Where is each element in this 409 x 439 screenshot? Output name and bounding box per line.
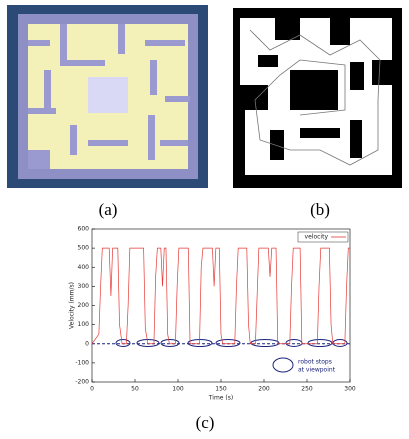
shape xyxy=(60,24,67,64)
x-tick-label: 300 xyxy=(344,386,356,393)
y-tick-label: 600 xyxy=(78,226,90,233)
shape xyxy=(258,55,278,67)
y-tick-label: 0 xyxy=(85,340,89,347)
x-tick-label: 50 xyxy=(131,386,139,393)
shape xyxy=(28,108,56,114)
shape xyxy=(88,140,128,146)
shape xyxy=(145,40,185,46)
maze-render xyxy=(7,5,208,188)
shape xyxy=(188,340,212,347)
shape xyxy=(118,24,125,54)
shape xyxy=(273,358,293,372)
y-tick-label: 300 xyxy=(78,283,90,290)
shape xyxy=(165,96,190,102)
line-series xyxy=(92,248,350,344)
shape xyxy=(161,340,179,347)
figure: (a) (b) (c) -200 -100 0 100 200 300 400 500 600 0… xyxy=(0,0,409,439)
y-tick-label: -200 xyxy=(75,379,89,386)
shape xyxy=(300,128,340,138)
legend-label: velocity xyxy=(305,234,329,241)
shape xyxy=(160,140,188,146)
shape xyxy=(44,70,51,110)
shape xyxy=(150,60,157,95)
shape xyxy=(70,125,77,155)
y-tick-label: 500 xyxy=(78,245,90,252)
annotation: at viewpoint xyxy=(298,367,336,374)
y-tick-label: 200 xyxy=(78,302,90,309)
shape xyxy=(286,340,302,347)
y-tick-label: -100 xyxy=(75,359,89,366)
shape xyxy=(270,130,284,160)
shape xyxy=(88,77,128,113)
shape xyxy=(350,62,364,90)
annotation: robot stops xyxy=(298,359,332,366)
shape xyxy=(216,340,240,347)
caption: (b) xyxy=(310,200,330,219)
x-tick-label: 150 xyxy=(215,386,227,393)
caption: (a) xyxy=(99,200,118,219)
caption: (c) xyxy=(196,413,215,432)
shape xyxy=(28,40,50,46)
x-tick-label: 100 xyxy=(172,386,184,393)
y-tick-label: 100 xyxy=(78,321,90,328)
x-tick-label: 200 xyxy=(258,386,270,393)
x-tick-label: 0 xyxy=(90,386,94,393)
y-tick-label: 400 xyxy=(78,264,90,271)
shape xyxy=(60,60,105,66)
shape xyxy=(28,150,50,169)
shape xyxy=(116,340,130,347)
figure-canvas: (a) (b) (c) -200 -100 0 100 200 300 400 500 600 0… xyxy=(0,0,409,439)
x-tick-label: 250 xyxy=(301,386,313,393)
y-axis-label: Velocity (mm/s) xyxy=(69,282,76,329)
shape xyxy=(290,70,338,110)
shape xyxy=(148,115,155,160)
x-axis-label: Time (s) xyxy=(208,395,233,402)
map-image xyxy=(233,8,402,188)
shape xyxy=(308,340,332,347)
shape xyxy=(350,120,362,158)
